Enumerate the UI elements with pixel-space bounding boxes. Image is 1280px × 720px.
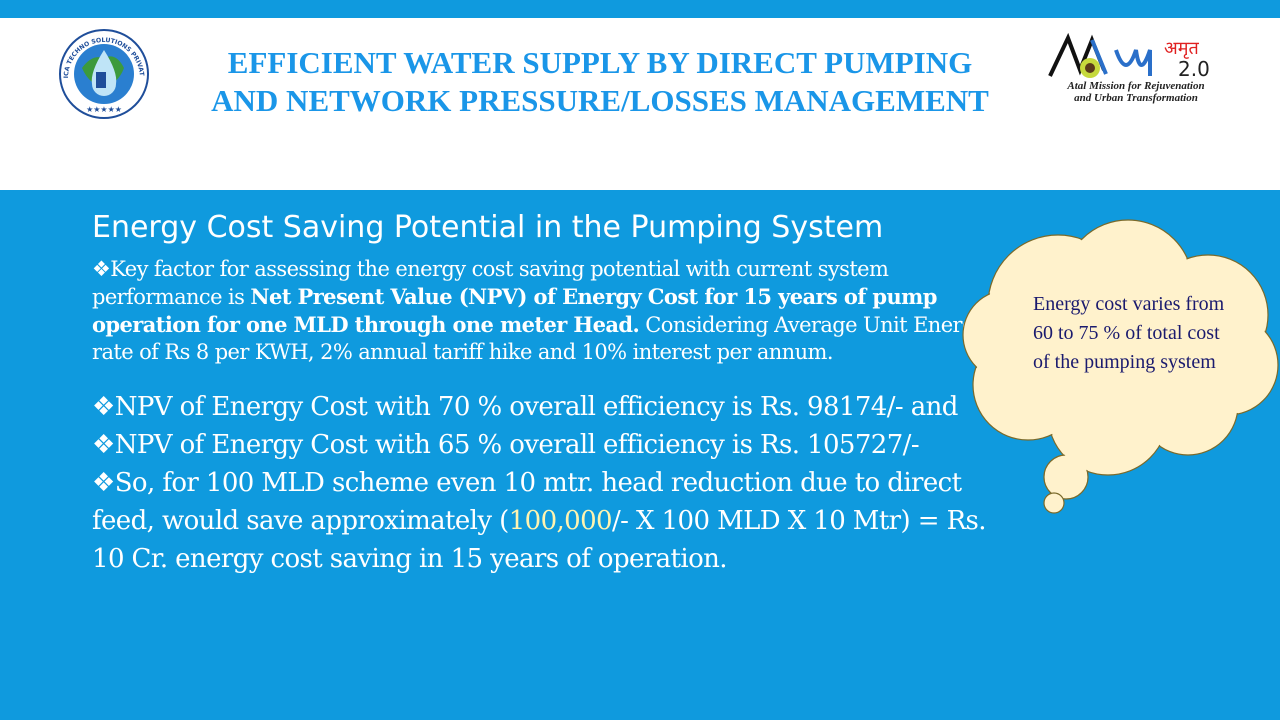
- bullet-npv-65: ❖NPV of Energy Cost with 65 % overall ef…: [92, 430, 920, 460]
- bullet-savings: ❖So, for 100 MLD scheme even 10 mtr. hea…: [92, 468, 987, 574]
- title-line-2: AND NETWORK PRESSURE/LOSSES MANAGEMENT: [211, 83, 989, 118]
- top-bar: [0, 0, 1280, 18]
- callout-text: Energy cost varies from 60 to 75 % of to…: [1033, 293, 1225, 373]
- slide-header: [0, 18, 1280, 190]
- bullet-key-factor: ❖Key factor for assessing the energy cos…: [92, 257, 987, 364]
- bullet-list: ❖NPV of Energy Cost with 70 % overall ef…: [92, 388, 992, 578]
- svg-text:2.0: 2.0: [1178, 57, 1210, 81]
- section-heading: Energy Cost Saving Potential in the Pump…: [92, 210, 884, 245]
- svg-text:★★★★★: ★★★★★: [86, 105, 122, 114]
- amrut-caption: Atal Mission for Rejuvenation and Urban …: [1067, 80, 1205, 104]
- bullet-npv-70: ❖NPV of Energy Cost with 70 % overall ef…: [92, 392, 958, 422]
- thought-cloud-callout: [962, 219, 1279, 514]
- slide-title: EFFICIENT WATER SUPPLY BY DIRECT PUMPING…: [170, 44, 1030, 120]
- svg-text:अमृत: अमृत: [1164, 38, 1200, 59]
- title-line-1: EFFICIENT WATER SUPPLY BY DIRECT PUMPING: [227, 45, 973, 80]
- aquaindica-logo: AQUAINDICA TECHNO SOLUTIONS PRIVATE LIMI…: [58, 28, 149, 119]
- slide-body: ❖Key factor for assessing the energy cos…: [92, 256, 992, 578]
- amrut-logo: अमृत 2.0: [1048, 32, 1210, 81]
